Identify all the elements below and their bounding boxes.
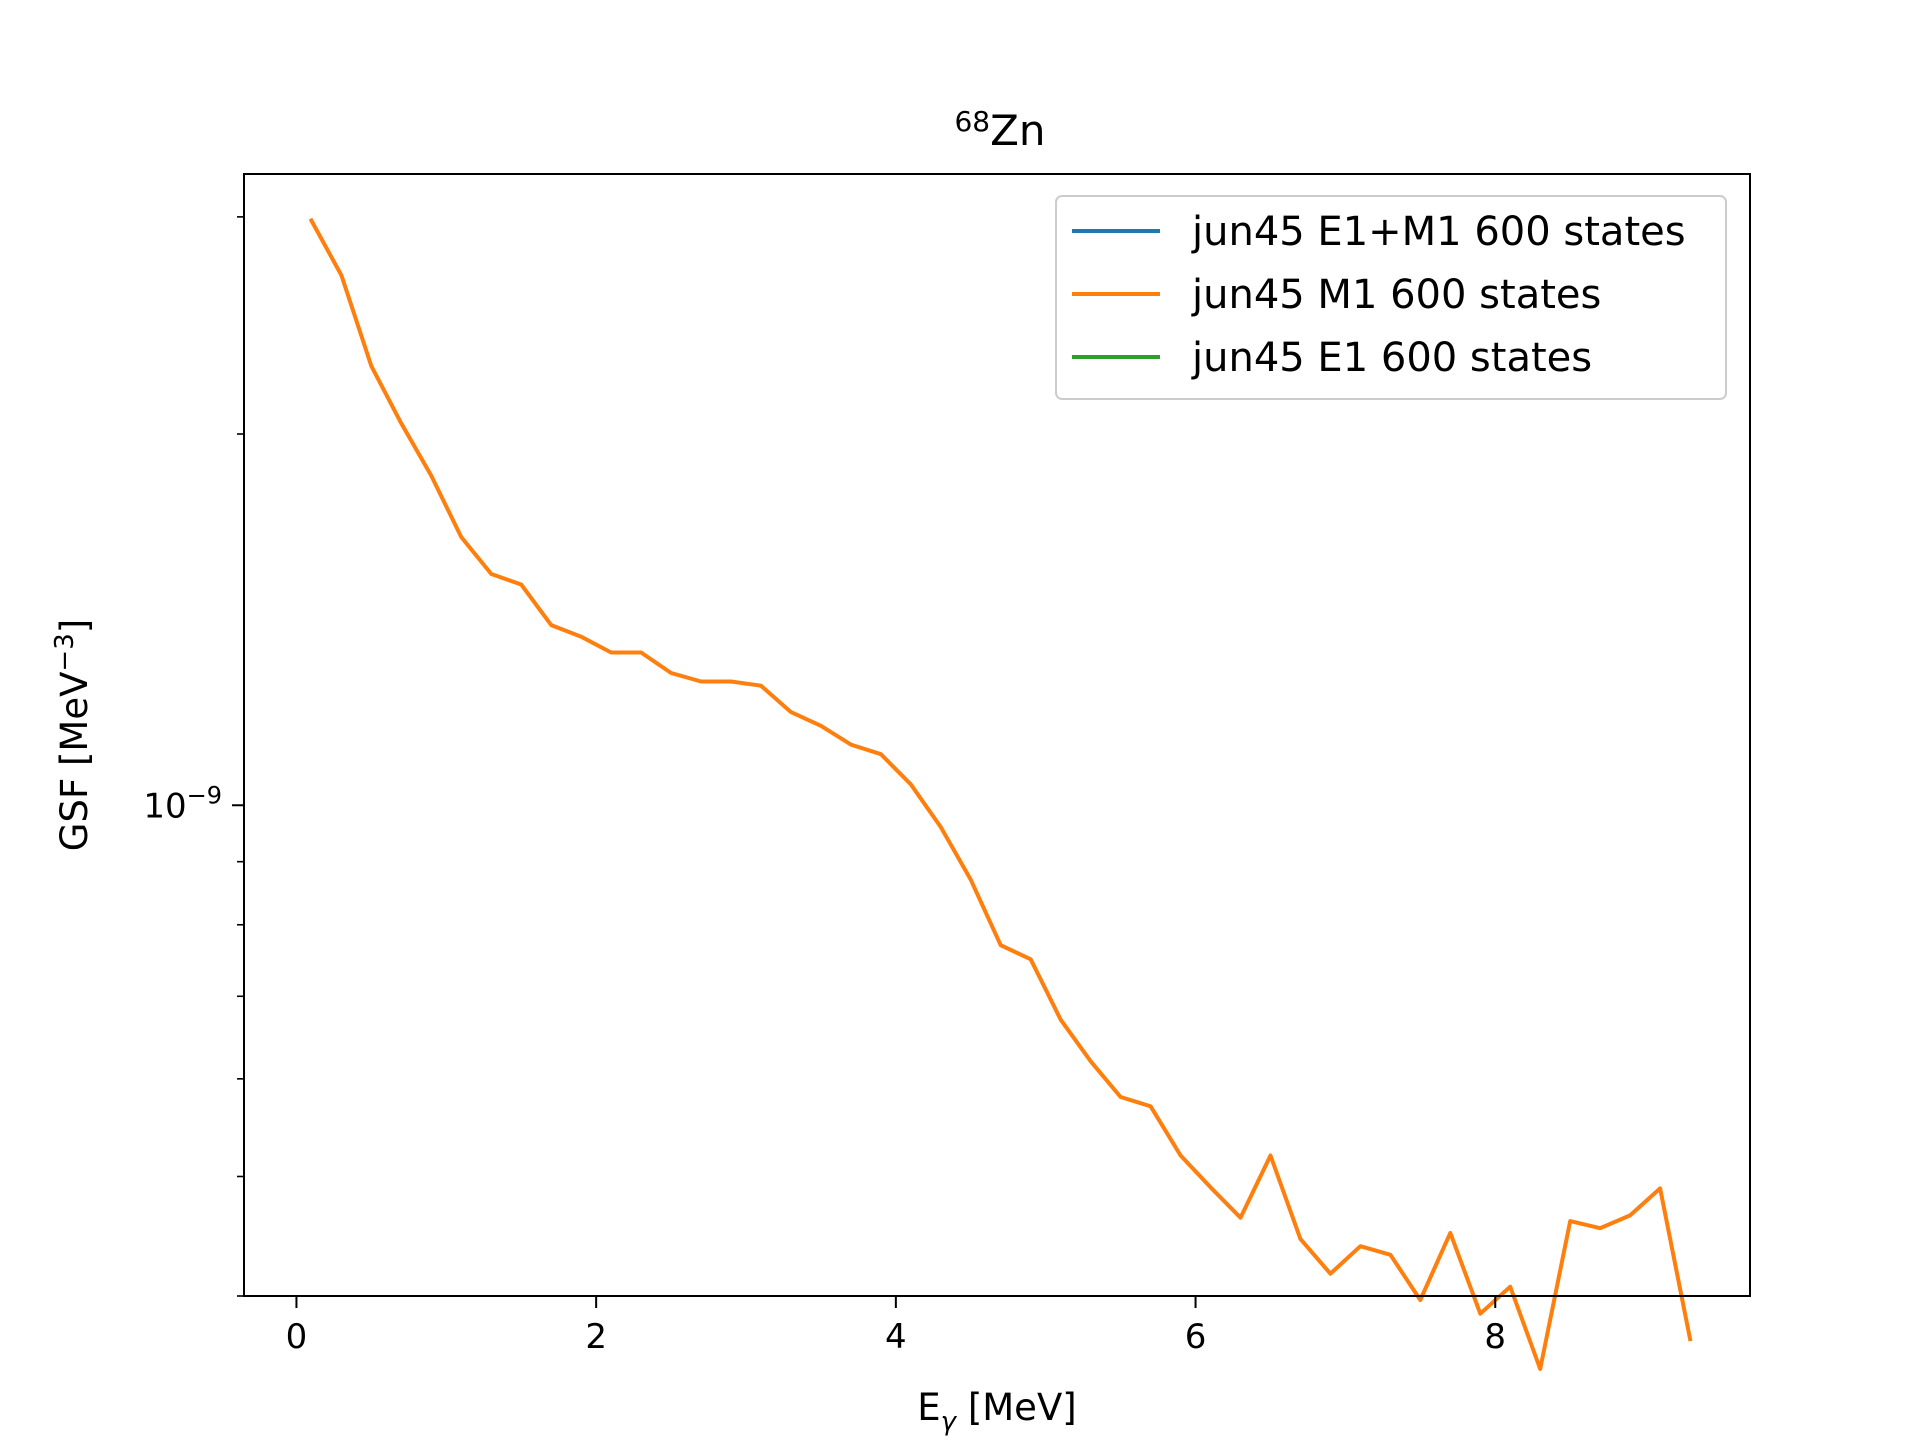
x-tick-label: 4 [885, 1317, 907, 1357]
chart-title-element: Zn [990, 106, 1045, 155]
y-axis-label-superscript: −3 [50, 633, 80, 671]
x-tick-label: 0 [286, 1317, 308, 1357]
series-line-1 [308, 217, 1693, 1371]
x-axis-label: Eγ [MeV] [917, 1386, 1076, 1437]
chart-title: 68Zn [954, 105, 1045, 155]
y-axis-label-close: ] [53, 619, 96, 633]
plot-frame [243, 173, 1751, 1297]
x-tick-label: 8 [1484, 1317, 1506, 1357]
legend-label-0: jun45 E1+M1 600 states [1191, 209, 1686, 255]
legend-label-2: jun45 E1 600 states [1191, 335, 1592, 381]
plot-area [308, 217, 1693, 1371]
chart-title-superscript: 68 [954, 105, 990, 138]
x-axis-label-subscript: γ [941, 1407, 958, 1437]
legend-box [1055, 195, 1727, 400]
y-axis-label: GSF [MeV−3] [50, 619, 96, 851]
x-axis-label-base: E [917, 1386, 940, 1429]
x-axis-label-unit: [MeV] [956, 1386, 1077, 1429]
y-axis-ticks: 10−9 [143, 216, 244, 1297]
x-tick-label: 2 [585, 1317, 607, 1357]
legend: jun45 E1+M1 600 states jun45 M1 600 state… [1055, 195, 1727, 400]
x-tick-label: 6 [1185, 1317, 1207, 1357]
y-axis-label-base: GSF [MeV [53, 672, 96, 852]
x-axis-ticks: 0 2 4 6 8 [286, 1296, 1506, 1357]
legend-label-1: jun45 M1 600 states [1191, 272, 1601, 318]
y-tick-label: 10−9 [143, 781, 222, 826]
